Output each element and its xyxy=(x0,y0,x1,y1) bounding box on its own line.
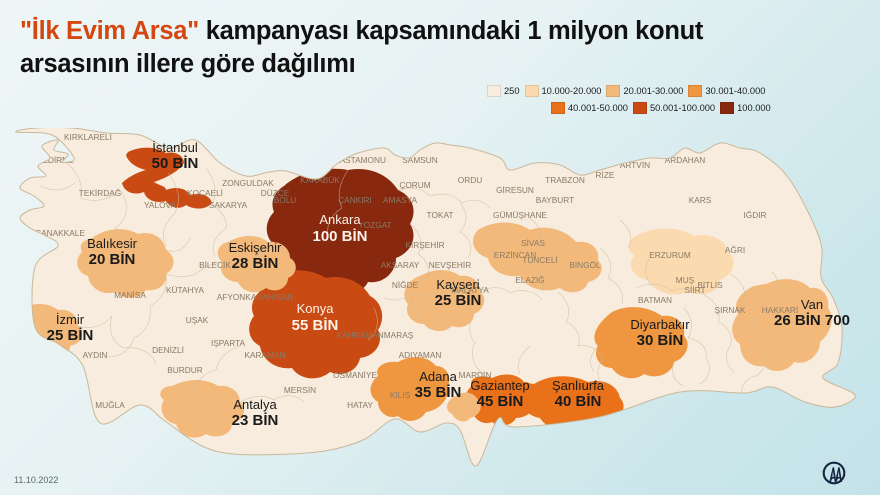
svg-text:100 BİN: 100 BİN xyxy=(312,228,367,245)
svg-text:İzmir: İzmir xyxy=(56,312,85,327)
svg-text:NİĞDE: NİĞDE xyxy=(392,280,419,290)
svg-text:Van: Van xyxy=(801,297,823,312)
svg-text:ŞIRNAK: ŞIRNAK xyxy=(715,305,746,315)
svg-text:ÇANKIRI: ÇANKIRI xyxy=(338,195,372,205)
svg-text:MERSİN: MERSİN xyxy=(284,385,316,395)
svg-text:SAKARYA: SAKARYA xyxy=(209,200,248,210)
svg-text:ORDU: ORDU xyxy=(458,175,482,185)
svg-text:SİİRT: SİİRT xyxy=(684,285,705,295)
svg-text:TRABZON: TRABZON xyxy=(545,175,585,185)
svg-text:SİNOP: SİNOP xyxy=(407,135,433,145)
svg-text:Şanlıurfa: Şanlıurfa xyxy=(552,378,605,393)
svg-text:ZONGULDAK: ZONGULDAK xyxy=(222,178,274,188)
svg-text:25 BİN: 25 BİN xyxy=(47,327,94,344)
svg-text:23 BİN: 23 BİN xyxy=(232,412,279,429)
svg-text:AYDIN: AYDIN xyxy=(83,350,108,360)
svg-text:BİLECİK: BİLECİK xyxy=(199,260,231,270)
svg-text:YALOVA: YALOVA xyxy=(144,200,176,210)
svg-text:MUŞ: MUŞ xyxy=(676,275,695,285)
svg-text:GÜMÜŞHANE: GÜMÜŞHANE xyxy=(493,210,547,220)
svg-text:KASTAMONU: KASTAMONU xyxy=(334,155,386,165)
svg-text:HATAY: HATAY xyxy=(347,400,373,410)
svg-text:50 BİN: 50 BİN xyxy=(152,155,199,172)
svg-text:Ankara: Ankara xyxy=(319,212,361,227)
svg-text:SAMSUN: SAMSUN xyxy=(402,155,438,165)
svg-text:Gaziantep: Gaziantep xyxy=(470,378,529,393)
svg-text:35 BİN: 35 BİN xyxy=(415,384,462,401)
svg-text:AĞRI: AĞRI xyxy=(725,245,745,255)
svg-text:Diyarbakır: Diyarbakır xyxy=(630,317,690,332)
svg-text:UŞAK: UŞAK xyxy=(186,315,209,325)
svg-text:20 BİN: 20 BİN xyxy=(89,251,136,268)
svg-text:IŞPARTA: IŞPARTA xyxy=(211,338,246,348)
svg-text:TEKİRDAĞ: TEKİRDAĞ xyxy=(79,188,121,198)
svg-text:KIRŞEHİR: KIRŞEHİR xyxy=(405,240,444,250)
svg-text:AFYONKARAHİSAR: AFYONKARAHİSAR xyxy=(217,292,294,302)
svg-text:BAYBURT: BAYBURT xyxy=(536,195,574,205)
svg-text:KARABÜK: KARABÜK xyxy=(300,175,340,185)
svg-text:30 BİN: 30 BİN xyxy=(637,332,684,349)
svg-text:KAHRAMANMARAŞ: KAHRAMANMARAŞ xyxy=(337,330,414,340)
svg-text:BARTIN: BARTIN xyxy=(275,150,305,160)
svg-text:BURDUR: BURDUR xyxy=(167,365,203,375)
svg-text:AMASYA: AMASYA xyxy=(383,195,417,205)
svg-text:Konya: Konya xyxy=(297,301,335,316)
svg-text:AKSARAY: AKSARAY xyxy=(381,260,420,270)
svg-text:IĞDIR: IĞDIR xyxy=(743,210,766,220)
svg-text:BATMAN: BATMAN xyxy=(638,295,672,305)
svg-text:ELAZIĞ: ELAZIĞ xyxy=(515,275,545,285)
svg-text:EDİRNE: EDİRNE xyxy=(42,155,74,165)
svg-text:45 BİN: 45 BİN xyxy=(477,393,524,410)
svg-text:ERZİNCAN: ERZİNCAN xyxy=(494,250,536,260)
svg-text:İstanbul: İstanbul xyxy=(152,140,198,155)
svg-text:40 BİN: 40 BİN xyxy=(555,393,602,410)
svg-text:25 BİN: 25 BİN xyxy=(435,292,482,309)
svg-text:ERZURUM: ERZURUM xyxy=(649,250,691,260)
svg-text:KÜTAHYA: KÜTAHYA xyxy=(166,285,204,295)
svg-text:GİRESUN: GİRESUN xyxy=(496,185,534,195)
svg-text:BOLU: BOLU xyxy=(274,195,297,205)
svg-text:BİNGÖL: BİNGÖL xyxy=(569,260,601,270)
svg-text:RİZE: RİZE xyxy=(596,170,615,180)
svg-text:ARTVİN: ARTVİN xyxy=(620,160,650,170)
svg-text:ARDAHAN: ARDAHAN xyxy=(665,155,706,165)
svg-text:KOCAELİ: KOCAELİ xyxy=(187,188,223,198)
svg-text:SİVAS: SİVAS xyxy=(521,238,545,248)
svg-text:DENİZLİ: DENİZLİ xyxy=(152,345,184,355)
svg-text:ÇORUM: ÇORUM xyxy=(399,180,430,190)
svg-text:KARS: KARS xyxy=(689,195,712,205)
svg-text:MUĞLA: MUĞLA xyxy=(95,400,125,410)
svg-text:28 BİN: 28 BİN xyxy=(232,255,279,272)
svg-text:55 BİN: 55 BİN xyxy=(292,317,339,334)
svg-text:TOKAT: TOKAT xyxy=(427,210,454,220)
svg-text:Adana: Adana xyxy=(419,369,457,384)
svg-text:Kayseri: Kayseri xyxy=(436,277,479,292)
svg-text:Balıkesir: Balıkesir xyxy=(87,236,138,251)
svg-text:KİLİS: KİLİS xyxy=(390,390,411,400)
svg-text:KIRKLARELİ: KIRKLARELİ xyxy=(64,132,112,142)
svg-text:OSMANİYE: OSMANİYE xyxy=(333,370,377,380)
svg-text:Eskişehir: Eskişehir xyxy=(229,240,282,255)
svg-text:26 BİN 700: 26 BİN 700 xyxy=(774,312,850,329)
svg-text:ÇANAKKALE: ÇANAKKALE xyxy=(35,228,85,238)
svg-text:Antalya: Antalya xyxy=(233,397,277,412)
svg-text:NEVŞEHİR: NEVŞEHİR xyxy=(429,260,471,270)
svg-text:KARAMAN: KARAMAN xyxy=(244,350,285,360)
svg-text:ADIYAMAN: ADIYAMAN xyxy=(399,350,442,360)
svg-text:MANİSA: MANİSA xyxy=(114,290,146,300)
